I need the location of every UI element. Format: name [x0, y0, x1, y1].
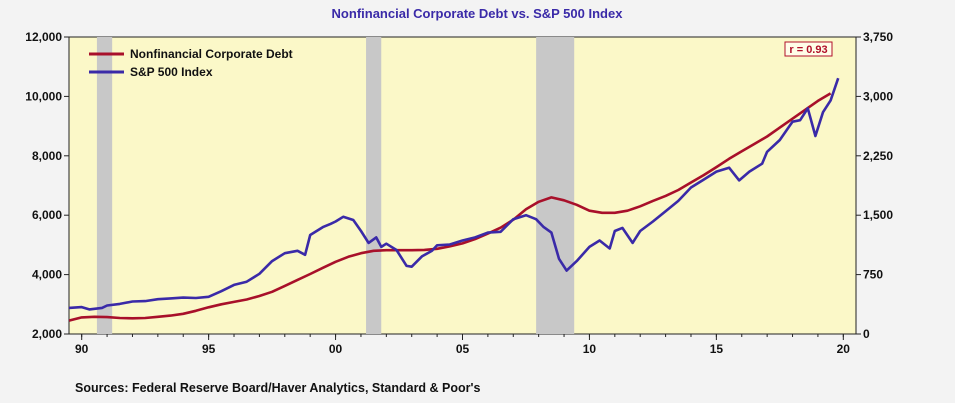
x-tick-label: 10 — [583, 342, 597, 356]
y-right-tick-label: 3,750 — [863, 30, 893, 44]
chart-title: Nonfinancial Corporate Debt vs. S&P 500 … — [332, 6, 624, 21]
y-right-tick-label: 0 — [863, 327, 870, 341]
plot-area — [68, 36, 857, 335]
recession-shading — [96, 37, 575, 334]
y-right-tick-label: 1,500 — [863, 208, 893, 222]
x-tick-label: 15 — [710, 342, 724, 356]
x-tick-label: 90 — [75, 342, 89, 356]
series-layer — [69, 77, 840, 322]
legend-label-debt: Nonfinancial Corporate Debt — [130, 47, 293, 61]
legend: Nonfinancial Corporate Debt S&P 500 Inde… — [89, 47, 293, 79]
axes: 2,000 4,000 6,000 8,000 10,000 12,000 0 750 1,50… — [25, 30, 893, 356]
y-right-tick-label: 750 — [863, 268, 883, 282]
x-tick-label: 00 — [329, 342, 343, 356]
y-left-tick-label: 12,000 — [25, 30, 62, 44]
debt-line — [69, 92, 832, 322]
x-tick-label: 95 — [202, 342, 216, 356]
correlation-annotation: r = 0.93 — [784, 41, 833, 57]
y-left-tick-label: 10,000 — [25, 89, 62, 103]
y-right-tick-label: 3,000 — [863, 89, 893, 103]
correlation-box — [784, 41, 833, 57]
x-tick-label: 20 — [837, 342, 851, 356]
sp500-line — [69, 77, 840, 311]
recession-band-0 — [96, 37, 113, 334]
y-right-tick-label: 2,250 — [863, 149, 893, 163]
y-left-tick-label: 8,000 — [32, 149, 62, 163]
recession-band-1 — [366, 37, 382, 334]
correlation-label: r = 0.93 — [789, 44, 827, 56]
y-left-tick-label: 6,000 — [32, 208, 62, 222]
x-tick-label: 05 — [456, 342, 470, 356]
legend-label-sp500: S&P 500 Index — [130, 65, 213, 79]
y-left-tick-label: 2,000 — [32, 327, 62, 341]
source-note: Sources: Federal Reserve Board/Haver Ana… — [75, 381, 480, 395]
y-left-tick-label: 4,000 — [32, 268, 62, 282]
recession-band-2 — [536, 37, 575, 334]
